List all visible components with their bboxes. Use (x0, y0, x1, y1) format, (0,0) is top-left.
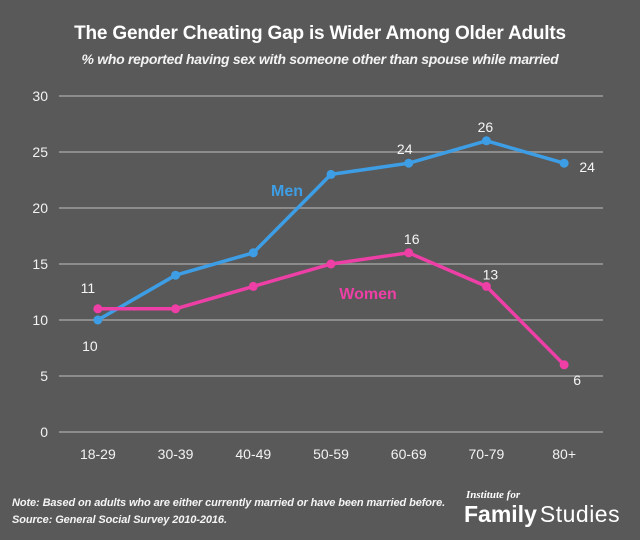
logo-family-studies: Family Studies (464, 502, 620, 526)
women-point (559, 360, 569, 370)
women-series-label: Women (339, 286, 396, 303)
x-axis-tick-label: 50-59 (313, 446, 349, 462)
y-axis-tick-label: 5 (40, 368, 48, 384)
x-axis-tick-label: 60-69 (391, 446, 427, 462)
y-axis-tick-label: 25 (32, 144, 48, 160)
women-point (404, 248, 414, 258)
logo-family: Family (464, 501, 537, 527)
men-point (404, 158, 414, 168)
men-point-label: 24 (397, 141, 413, 157)
men-point (248, 248, 258, 258)
note-line: Note: Based on adults who are either cur… (12, 497, 446, 509)
women-point (326, 259, 336, 269)
men-point (481, 136, 491, 146)
women-point (171, 304, 181, 314)
logo-institute-for: Institute for (466, 489, 521, 501)
women-point (93, 304, 103, 314)
men-point (326, 169, 336, 179)
y-axis-tick-label: 30 (32, 88, 48, 104)
women-point (248, 281, 258, 291)
x-axis-tick-label: 80+ (552, 446, 576, 462)
footnotes: Note: Based on adults who are either cur… (12, 495, 445, 529)
men-point (171, 270, 181, 280)
men-point (559, 158, 569, 168)
chart-title: The Gender Cheating Gap is Wider Among O… (74, 23, 566, 44)
women-point (481, 281, 491, 291)
x-axis-tick-label: 18-29 (80, 446, 116, 462)
women-point-label: 13 (483, 266, 499, 282)
men-point-label: 24 (579, 159, 595, 175)
y-axis-tick-label: 0 (40, 424, 48, 440)
chart-subtitle: % who reported having sex with someone o… (81, 51, 559, 67)
women-point-label: 16 (404, 231, 420, 247)
logo-studies: Studies (539, 501, 621, 527)
x-axis-tick-label: 40-49 (235, 446, 271, 462)
y-axis-tick-label: 10 (32, 312, 48, 328)
men-point-label: 10 (82, 338, 98, 354)
women-point-label: 6 (573, 372, 581, 388)
x-axis-tick-label: 30-39 (158, 446, 194, 462)
ifs-logo: Institute for Family Studies (464, 489, 620, 526)
women-point-label: 11 (81, 280, 96, 296)
source-line: Source: General Social Survey 2010-2016. (12, 514, 227, 526)
men-series-label: Men (271, 183, 303, 200)
y-axis-tick-label: 20 (32, 200, 48, 216)
y-axis-tick-label: 15 (32, 256, 48, 272)
men-point-label: 26 (478, 119, 494, 135)
x-axis-tick-label: 70-79 (469, 446, 505, 462)
men-point (93, 315, 103, 325)
